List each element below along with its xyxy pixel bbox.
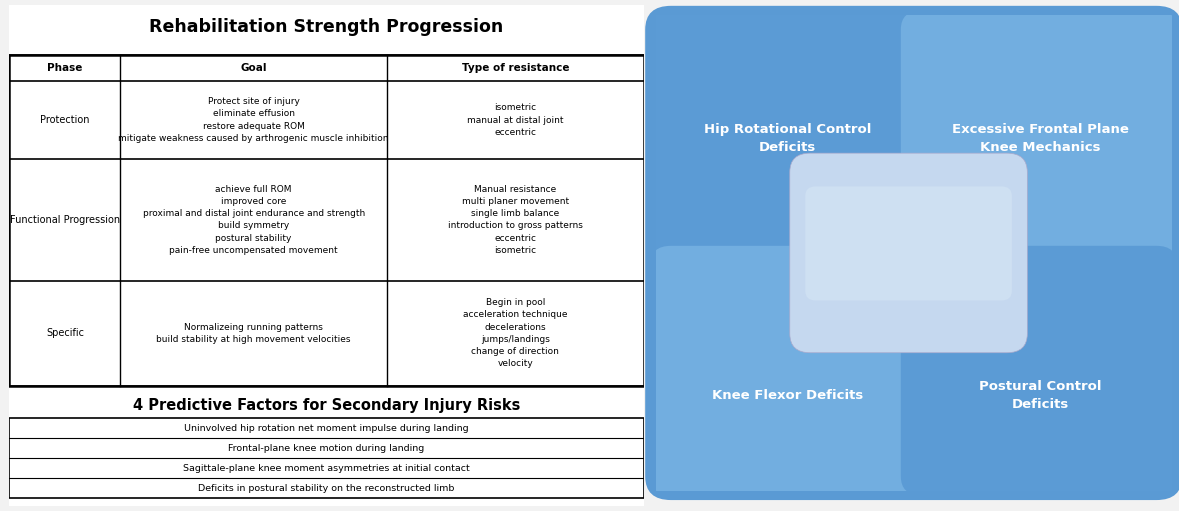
Text: Protect site of injury
eliminate effusion
restore adequate ROM
mitigate weakness: Protect site of injury eliminate effusio…: [118, 98, 389, 143]
Text: isometric
manual at distal joint
eccentric: isometric manual at distal joint eccentr…: [467, 103, 564, 137]
FancyBboxPatch shape: [651, 11, 927, 272]
Text: Phase: Phase: [47, 63, 83, 73]
Text: Knee Flexor Deficits: Knee Flexor Deficits: [712, 389, 863, 402]
Text: Sagittale-plane knee moment asymmetries at initial contact: Sagittale-plane knee moment asymmetries …: [183, 464, 470, 473]
Text: achieve full ROM
improved core
proximal and distal joint endurance and strength
: achieve full ROM improved core proximal …: [143, 185, 364, 254]
Text: Hip Rotational Control
Deficits: Hip Rotational Control Deficits: [704, 123, 871, 154]
FancyBboxPatch shape: [805, 187, 1012, 300]
Text: Uninvolved hip rotation net moment impulse during landing: Uninvolved hip rotation net moment impul…: [184, 424, 469, 433]
Text: Type of resistance: Type of resistance: [461, 63, 569, 73]
FancyBboxPatch shape: [790, 153, 1027, 353]
FancyBboxPatch shape: [901, 246, 1177, 495]
Text: Begin in pool
acceleration technique
decelerations
jumps/landings
change of dire: Begin in pool acceleration technique dec…: [463, 298, 567, 368]
Text: Specific: Specific: [46, 328, 84, 338]
FancyBboxPatch shape: [651, 246, 927, 495]
Text: Postural Control
Deficits: Postural Control Deficits: [979, 380, 1101, 411]
Text: Excessive Frontal Plane
Knee Mechanics: Excessive Frontal Plane Knee Mechanics: [951, 123, 1128, 154]
Text: Deficits in postural stability on the reconstructed limb: Deficits in postural stability on the re…: [198, 484, 455, 493]
Text: Asymmetries: Asymmetries: [858, 243, 959, 258]
FancyBboxPatch shape: [9, 5, 644, 506]
Text: Protection: Protection: [40, 115, 90, 125]
Text: 4 Predictive Factors for Secondary Injury Risks: 4 Predictive Factors for Secondary Injur…: [133, 398, 520, 413]
Text: Normalizeing running patterns
build stability at high movement velocities: Normalizeing running patterns build stab…: [157, 322, 351, 344]
Text: Functional Progression: Functional Progression: [9, 215, 120, 225]
Bar: [9, 55, 644, 386]
Text: Manual resistance
multi planer movement
single limb balance
introduction to gros: Manual resistance multi planer movement …: [448, 185, 582, 254]
Text: Frontal-plane knee motion during landing: Frontal-plane knee motion during landing: [229, 444, 424, 453]
Bar: [9, 418, 644, 498]
FancyBboxPatch shape: [645, 6, 1179, 500]
Text: Goal: Goal: [241, 63, 266, 73]
Text: Rehabilitation Strength Progression: Rehabilitation Strength Progression: [150, 17, 503, 36]
FancyBboxPatch shape: [901, 11, 1177, 272]
